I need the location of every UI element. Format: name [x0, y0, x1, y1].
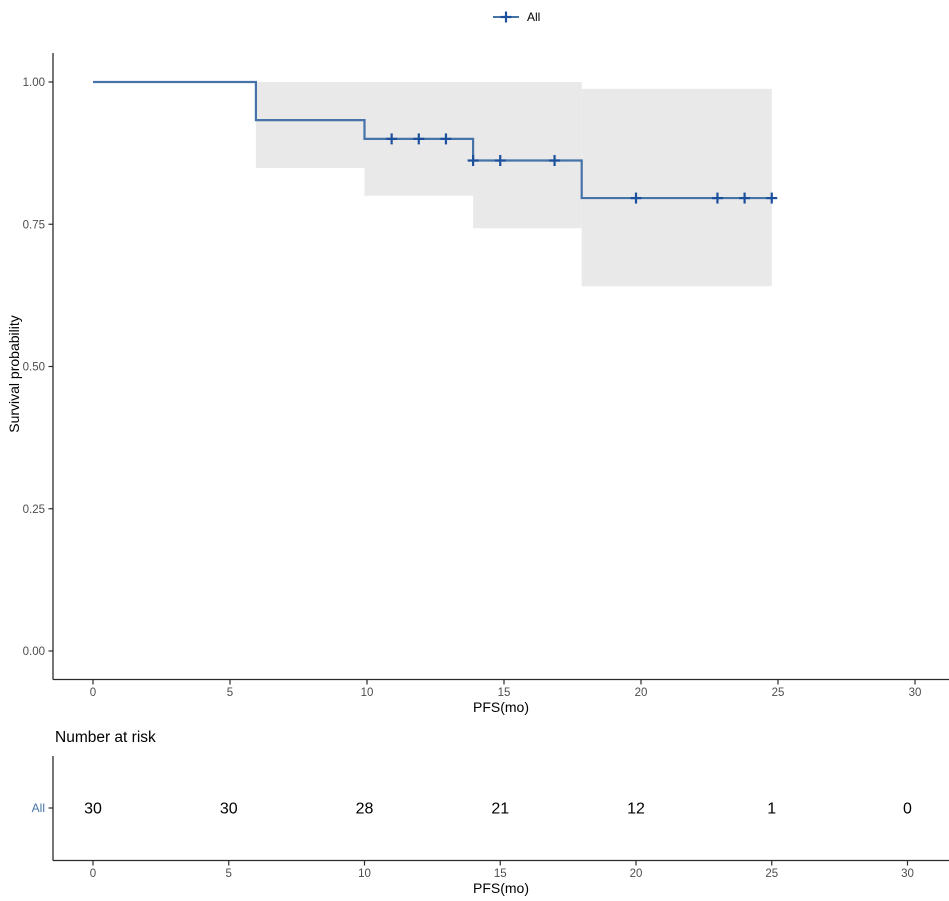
confidence-band [581, 88, 772, 287]
x-tick-label: 15 [498, 687, 511, 699]
risk-count: 30 [220, 801, 238, 818]
risk-x-tick-label: 0 [90, 868, 96, 880]
risk-x-axis-title: PFS(mo) [473, 880, 529, 896]
x-axis-title: PFS(mo) [473, 699, 529, 715]
censor-plus-icon [493, 11, 519, 23]
confidence-band [255, 82, 365, 168]
risk-x-tick-label: 10 [358, 868, 371, 880]
legend-item-all: All [492, 9, 540, 25]
y-tick-label: 0.75 [23, 219, 45, 231]
y-tick-label: 1.00 [23, 77, 45, 89]
risk-count: 21 [491, 801, 509, 818]
risk-count: 28 [356, 801, 374, 818]
risk-row-label-all: All [31, 801, 45, 815]
risk-count: 0 [903, 801, 912, 818]
x-tick-label: 5 [227, 687, 233, 699]
risk-x-tick-label: 5 [226, 868, 232, 880]
risk-count: 1 [767, 801, 776, 818]
y-tick-label: 0.00 [23, 646, 45, 658]
risk-x-tick-label: 25 [765, 868, 778, 880]
y-axis-title: Survival probability [6, 315, 22, 433]
x-tick-label: 25 [772, 687, 785, 699]
risk-table-title: Number at risk [55, 729, 156, 746]
risk-count: 12 [627, 801, 645, 818]
x-tick-label: 20 [635, 687, 648, 699]
x-tick-label: 10 [361, 687, 374, 699]
risk-x-tick-label: 15 [494, 868, 507, 880]
risk-x-tick-label: 20 [630, 868, 643, 880]
y-tick-label: 0.50 [23, 362, 45, 374]
legend-label: All [527, 10, 541, 24]
confidence-band [473, 82, 582, 229]
risk-x-tick-label: 30 [901, 868, 914, 880]
y-tick-label: 0.25 [23, 504, 45, 516]
x-tick-label: 0 [90, 687, 96, 699]
risk-count: 30 [84, 801, 102, 818]
x-tick-label: 30 [909, 687, 922, 699]
